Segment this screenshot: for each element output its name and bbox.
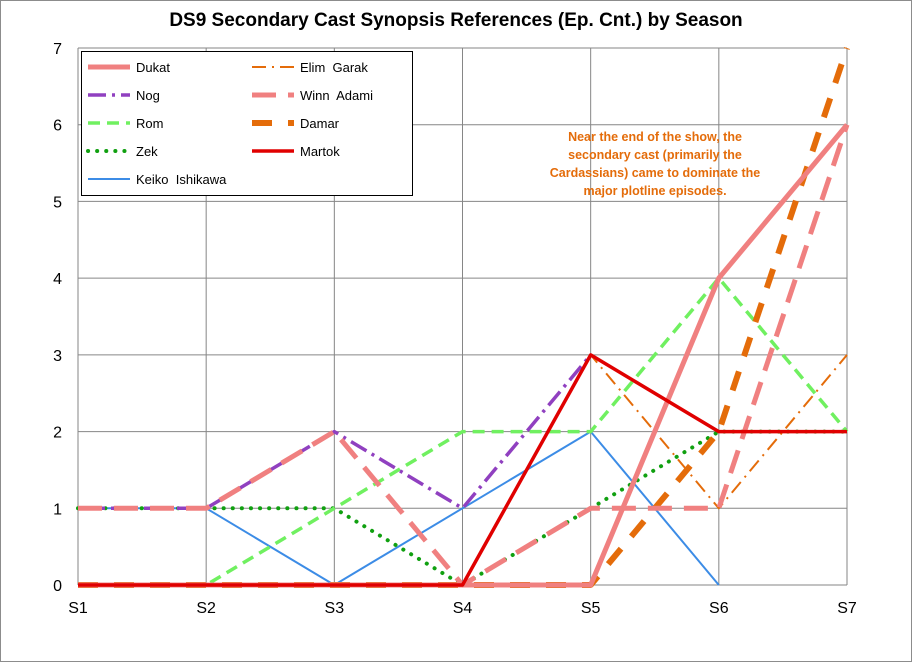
series-layer [76, 47, 850, 588]
x-tick-label: S2 [196, 600, 216, 617]
grid-layer [77, 47, 848, 586]
legend-entry: Rom [86, 113, 163, 133]
legend-entry: Damar [250, 113, 339, 133]
x-tick-label: S4 [453, 600, 473, 617]
x-tick-label: S3 [325, 600, 345, 617]
y-tick-label: 2 [53, 425, 62, 442]
tick-layer: 0 1 2 3 4 5 6 7 S1 S2 S3 S4 S5 S6 S7 [53, 41, 857, 617]
x-tick-label: S5 [581, 600, 601, 617]
legend-label: Elim Garak [300, 59, 368, 75]
legend-swatch [88, 121, 130, 125]
y-tick-label: 0 [53, 578, 62, 595]
legend-swatch [252, 92, 294, 98]
legend-label: Damar [300, 115, 340, 131]
y-tick-label: 7 [53, 41, 62, 58]
x-tick-label: S6 [709, 600, 729, 617]
legend: Dukat Nog Rom Zek Keiko Ishikawa Elim Garak Wi… [81, 51, 413, 196]
legend-swatch [252, 66, 294, 68]
y-tick-label: 1 [53, 501, 62, 518]
series-line-martok [78, 353, 847, 587]
legend-label: Dukat [136, 59, 170, 75]
legend-swatch [88, 178, 130, 180]
legend-swatch [86, 149, 132, 153]
series-line-nog [78, 353, 593, 511]
x-tick-label: S7 [837, 600, 857, 617]
series-line-rom [78, 276, 849, 587]
legend-swatch [88, 93, 130, 97]
chart-title: DS9 Secondary Cast Synopsis References (… [169, 10, 743, 31]
legend-label: Winn Adami [300, 87, 373, 103]
legend-entry: Zek [86, 141, 158, 161]
x-tick-label: S1 [68, 600, 88, 617]
legend-entry: Elim Garak [250, 57, 368, 77]
legend-entry: Nog [86, 85, 160, 105]
legend-entry: Keiko Ishikawa [86, 169, 226, 189]
y-tick-label: 4 [53, 271, 62, 288]
y-tick-label: 6 [53, 118, 62, 135]
chart-annotation: Near the end of the show, the secondary … [549, 130, 761, 198]
legend-label: Zek [136, 143, 158, 159]
legend-swatch [252, 149, 294, 153]
y-tick-label: 5 [53, 194, 62, 211]
legend-entry: Dukat [86, 57, 170, 77]
legend-label: Nog [136, 87, 160, 103]
y-tick-label: 3 [53, 348, 62, 365]
legend-entry: Martok [250, 141, 340, 161]
legend-entry: Winn Adami [250, 85, 373, 105]
legend-swatch [88, 64, 130, 70]
legend-label: Keiko Ishikawa [136, 171, 227, 187]
legend-swatch [252, 120, 294, 126]
legend-label: Rom [136, 115, 164, 131]
legend-label: Martok [300, 143, 340, 159]
